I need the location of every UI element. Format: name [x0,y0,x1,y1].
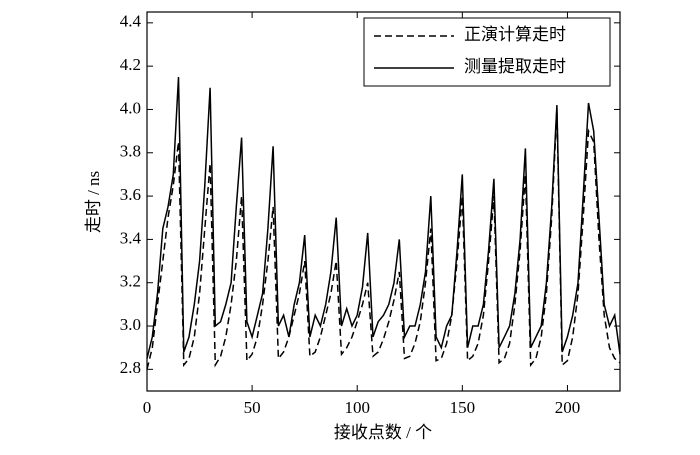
y-tick-label: 3.4 [120,228,142,247]
y-tick-label: 2.8 [120,358,141,377]
y-axis-label: 走时 / ns [84,171,103,233]
series-line [146,76,621,359]
y-tick-label: 3.2 [120,272,141,291]
x-tick-label: 0 [143,398,152,417]
y-tick-label: 3.8 [120,142,141,161]
x-axis-label: 接收点数 / 个 [334,423,432,442]
x-tick-label: 50 [244,398,261,417]
x-tick-label: 100 [344,398,370,417]
y-tick-label: 4.4 [120,12,142,31]
legend-label: 测量提取走时 [464,57,566,76]
x-tick-label: 150 [450,398,476,417]
legend-label: 正演计算走时 [464,25,566,44]
plot-frame [146,11,621,392]
y-tick-label: 3.6 [120,185,141,204]
y-tick-label: 4.0 [120,98,141,117]
y-tick-label: 4.2 [120,55,141,74]
y-tick-label: 3.0 [120,315,141,334]
x-tick-label: 200 [555,398,581,417]
legend-box [363,17,611,87]
